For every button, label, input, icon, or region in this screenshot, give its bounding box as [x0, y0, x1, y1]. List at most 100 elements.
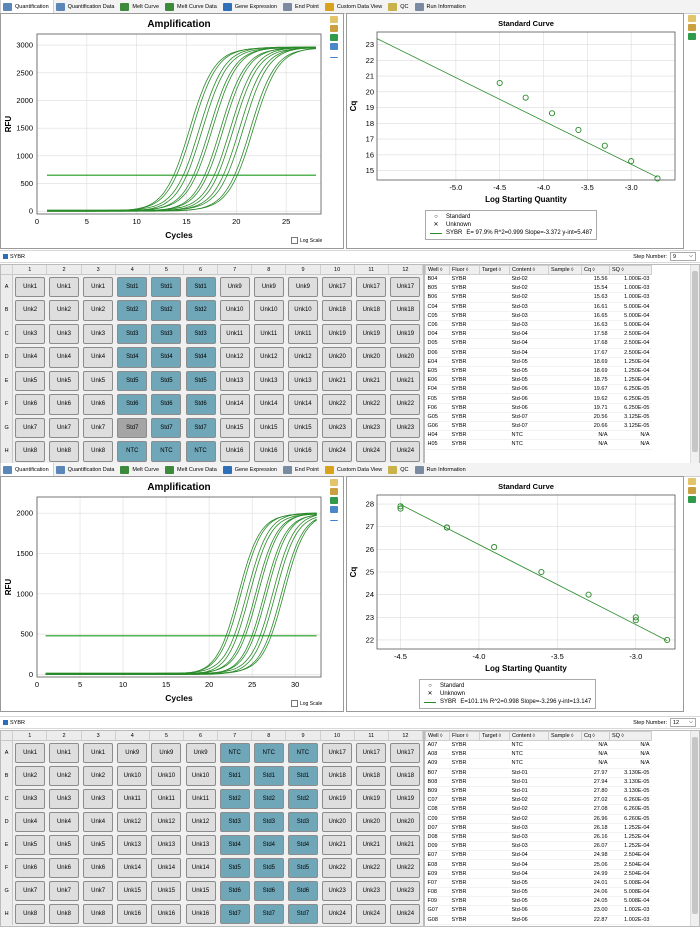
plate-well[interactable]: Unk19 [322, 323, 353, 344]
amplification-curve[interactable] [45, 516, 317, 675]
table-row[interactable]: E04 SYBR Std-05 18.69 1.250E-04 [425, 357, 652, 367]
column-header-well[interactable]: Well ◊ [425, 265, 450, 275]
plate-well[interactable]: Unk3 [83, 323, 114, 344]
standard-point[interactable] [443, 524, 451, 531]
plate-well[interactable]: Unk9 [219, 276, 250, 297]
standard-point[interactable] [585, 591, 592, 598]
plate-well[interactable]: Unk10 [117, 765, 148, 786]
plate-well[interactable]: Unk15 [117, 880, 148, 901]
plate-well[interactable]: Unk20 [356, 347, 387, 368]
plate-well[interactable]: Unk21 [322, 370, 353, 391]
table-row[interactable]: B09 SYBR Std-01 27.80 3.130E-05 [425, 786, 652, 797]
plate-well[interactable]: Unk22 [356, 394, 387, 415]
plate-column-header[interactable]: 7 [217, 265, 253, 275]
plate-row-header[interactable]: B [1, 298, 14, 322]
plate-well[interactable]: Std5 [151, 370, 182, 391]
plate-corner[interactable] [1, 265, 14, 275]
sort-icon[interactable]: ◊ [497, 733, 502, 739]
table-row[interactable]: E06 SYBR Std-05 18.75 1.250E-04 [425, 375, 652, 386]
plate-column-header[interactable]: 11 [354, 731, 389, 741]
sort-icon[interactable]: ◊ [569, 733, 574, 739]
plate-column-header[interactable]: 2 [46, 265, 82, 275]
plate-well[interactable]: Unk10 [219, 300, 250, 321]
plate-well[interactable]: Unk8 [48, 903, 79, 924]
plate-row-header[interactable]: C [1, 787, 14, 810]
column-header-content[interactable]: Content ◊ [509, 731, 549, 741]
table-row[interactable]: E07 SYBR Std-04 24.98 2.504E-04 [425, 850, 652, 861]
plate-well[interactable]: Unk5 [48, 834, 79, 855]
copy-icon[interactable] [330, 479, 338, 486]
plate-well[interactable]: Std5 [185, 370, 216, 391]
plate-column-header[interactable]: 6 [183, 731, 219, 741]
plate-well[interactable]: Unk22 [356, 857, 387, 878]
plate-well[interactable]: Unk11 [287, 323, 318, 344]
plate-well[interactable]: Unk9 [151, 742, 182, 763]
plate-well[interactable]: Std4 [219, 834, 250, 855]
plate-column-header[interactable]: 12 [388, 265, 424, 275]
plate-well[interactable]: Unk23 [322, 880, 353, 901]
column-header-sq[interactable]: SQ ◊ [609, 731, 652, 741]
plate-well[interactable]: Unk2 [83, 300, 114, 321]
plate-well[interactable]: Unk1 [83, 276, 114, 297]
plate-row-header[interactable]: D [1, 810, 14, 833]
plate-column-header[interactable]: 2 [46, 731, 82, 741]
table-row[interactable]: D09 SYBR Std-03 26.07 1.252E-04 [425, 841, 652, 852]
standard-point[interactable] [491, 544, 498, 551]
plate-column-header[interactable]: 1 [12, 265, 48, 275]
plate-row-header[interactable]: D [1, 345, 14, 369]
plate-well[interactable]: Std4 [185, 347, 216, 368]
plate-well[interactable]: Unk20 [390, 347, 421, 368]
plate-row-header[interactable]: A [1, 740, 14, 764]
plate-well[interactable]: Unk19 [322, 788, 353, 809]
plate-corner[interactable] [1, 731, 14, 741]
plate-well[interactable]: Std6 [219, 880, 250, 901]
standard-point[interactable] [538, 568, 545, 576]
plate-well[interactable]: Std2 [253, 788, 284, 809]
scrollbar-thumb[interactable] [692, 737, 698, 914]
plate-well[interactable]: Std7 [253, 903, 284, 924]
sort-icon[interactable]: ◊ [531, 733, 536, 739]
plate-row-header[interactable]: B [1, 764, 14, 787]
plate-well[interactable]: Unk17 [390, 276, 421, 297]
plate-well[interactable]: Std1 [219, 765, 250, 786]
table-row[interactable]: B06 SYBR Std-02 15.63 1.000E-03 [425, 292, 652, 303]
plate-well[interactable]: Unk21 [356, 370, 387, 391]
plate-well[interactable]: Std5 [117, 370, 148, 391]
plate-well[interactable]: Std4 [117, 347, 148, 368]
plate-well[interactable]: Unk11 [117, 788, 148, 809]
plate-well[interactable]: Unk8 [48, 441, 79, 462]
plate-column-header[interactable]: 9 [285, 265, 321, 275]
chart-options-icon[interactable] [330, 52, 338, 58]
plate-well[interactable]: Unk12 [287, 347, 318, 368]
tab-end-point[interactable]: End Point [281, 463, 323, 476]
plate-well[interactable]: Unk18 [356, 765, 387, 786]
column-header-well[interactable]: Well ◊ [425, 731, 450, 741]
plate-well[interactable]: Std1 [117, 276, 148, 297]
plate-well[interactable]: Unk16 [287, 441, 318, 462]
plate-well[interactable]: Unk5 [83, 834, 114, 855]
plate-well[interactable]: Unk4 [83, 811, 114, 832]
table-row[interactable]: C04 SYBR Std-03 16.61 5.000E-04 [425, 302, 652, 312]
sort-icon[interactable]: ◊ [438, 267, 443, 273]
plate-well[interactable]: Std6 [185, 394, 216, 415]
plate-well[interactable]: Unk17 [322, 742, 353, 763]
copy-icon[interactable] [688, 478, 696, 485]
sort-icon[interactable]: ◊ [464, 733, 469, 739]
plate-well[interactable]: Unk17 [390, 742, 421, 763]
plate-well[interactable]: Unk3 [15, 323, 46, 344]
plate-row-header[interactable]: E [1, 833, 14, 856]
sort-icon[interactable]: ◊ [569, 267, 574, 273]
tab-melt-curve[interactable]: Melt Curve [118, 0, 163, 13]
plate-well[interactable]: Unk24 [356, 441, 387, 462]
tab-end-point[interactable]: End Point [281, 0, 323, 13]
table-row[interactable]: C09 SYBR Std-02 26.96 6.260E-05 [425, 814, 652, 824]
plate-well[interactable]: Unk3 [15, 788, 46, 809]
copy-icon[interactable] [688, 15, 696, 22]
plate-column-header[interactable]: 12 [388, 731, 424, 741]
plate-well[interactable]: Unk16 [253, 441, 284, 462]
plate-well[interactable]: Unk22 [390, 394, 421, 415]
plate-well[interactable]: Unk13 [117, 834, 148, 855]
plate-well[interactable]: Std7 [219, 903, 250, 924]
plate-well[interactable]: Unk18 [356, 300, 387, 321]
plate-well[interactable]: Std3 [151, 323, 182, 344]
